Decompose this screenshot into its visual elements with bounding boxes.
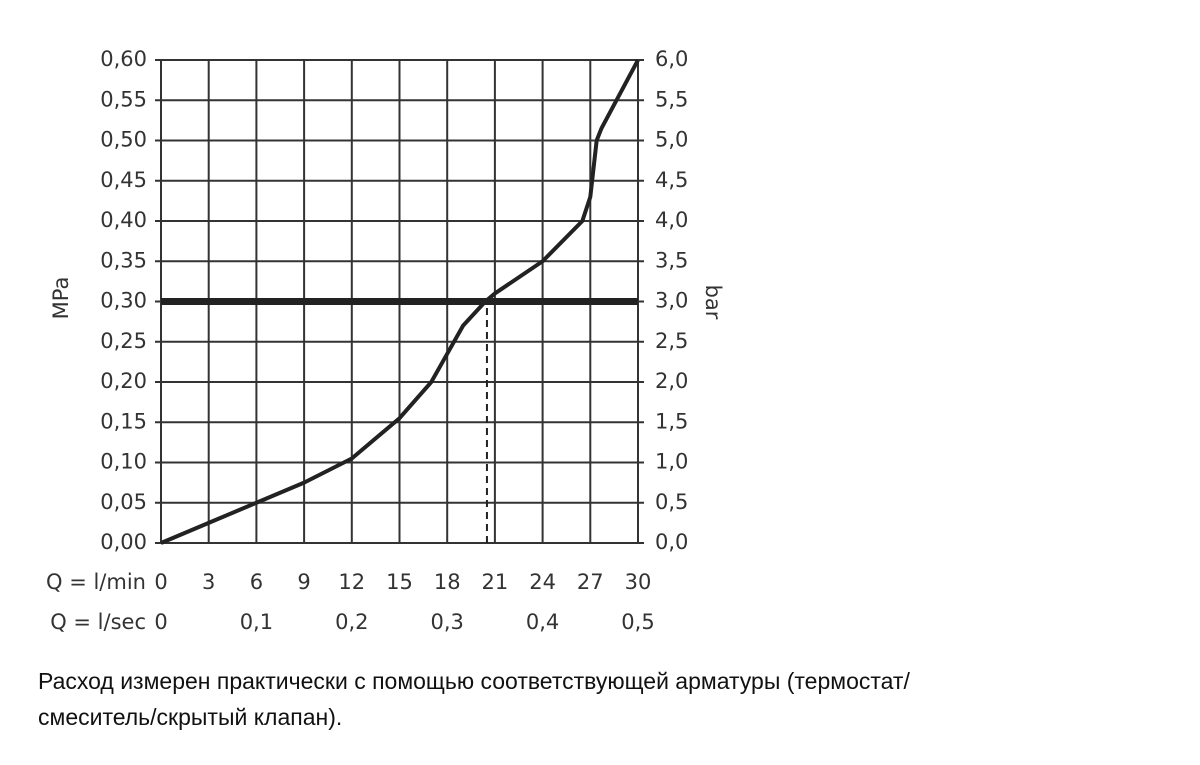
caption-line: Расход измерен практически с помощью соо…	[38, 668, 910, 694]
y2-tick-label: 0,5	[655, 490, 688, 514]
y2-tick-label: 4,5	[655, 168, 688, 192]
y2-tick-label: 3,0	[655, 289, 688, 313]
data-line	[160, 59, 640, 545]
y2-axis-label: bar	[701, 285, 725, 320]
y-tick-label: 0,05	[100, 490, 147, 514]
x-tick-label: 21	[482, 570, 509, 594]
y-tick-label: 0,30	[100, 289, 147, 313]
y2-tick-label: 5,5	[655, 87, 688, 111]
x2-tick-label: 0,5	[621, 610, 654, 634]
y2-tick-label: 1,5	[655, 409, 688, 433]
y-tick-label: 0,25	[100, 329, 147, 353]
x-tick-label: 0	[154, 570, 167, 594]
x2-tick-label: 0,1	[240, 610, 273, 634]
x-tick-label: 9	[297, 570, 310, 594]
y2-tick-label: 5,0	[655, 128, 688, 152]
x-tick-label: 3	[202, 570, 215, 594]
x2-tick-label: 0,2	[335, 610, 368, 634]
x-tick-label: 6	[250, 570, 263, 594]
y-axis-label: MPa	[49, 277, 73, 320]
x-tick-label: 24	[529, 570, 556, 594]
y2-tick-label: 4,0	[655, 208, 688, 232]
x-tick-label: 30	[625, 570, 652, 594]
x2-tick-label: 0,4	[526, 610, 559, 634]
x-tick-label: 27	[577, 570, 604, 594]
x2-axis-label: Q = l/sec	[50, 610, 146, 634]
x-tick-label: 12	[338, 570, 365, 594]
y-tick-label: 0,50	[100, 128, 147, 152]
chart: 0,000,050,100,150,200,250,300,350,400,45…	[46, 47, 725, 634]
y2-tick-label: 1,0	[655, 450, 688, 474]
y-tick-label: 0,45	[100, 168, 147, 192]
x-tick-label: 15	[386, 570, 413, 594]
y2-tick-label: 3,5	[655, 248, 688, 272]
x2-tick-label: 0,3	[430, 610, 463, 634]
y-tick-label: 0,60	[100, 47, 147, 71]
y-tick-label: 0,40	[100, 208, 147, 232]
y-tick-label: 0,20	[100, 369, 147, 393]
y-tick-label: 0,15	[100, 409, 147, 433]
y2-tick-label: 2,0	[655, 369, 688, 393]
y-tick-label: 0,00	[100, 530, 147, 554]
y-tick-label: 0,55	[100, 87, 147, 111]
y2-tick-label: 0,0	[655, 530, 688, 554]
y2-tick-label: 6,0	[655, 47, 688, 71]
y-tick-label: 0,10	[100, 450, 147, 474]
x2-tick-label: 0	[154, 610, 167, 634]
x-axis-label: Q = l/min	[46, 570, 146, 594]
y2-tick-label: 2,5	[655, 329, 688, 353]
y-tick-label: 0,35	[100, 248, 147, 272]
caption-line: смеситель/скрытый клапан).	[38, 704, 343, 730]
x-tick-label: 18	[434, 570, 461, 594]
